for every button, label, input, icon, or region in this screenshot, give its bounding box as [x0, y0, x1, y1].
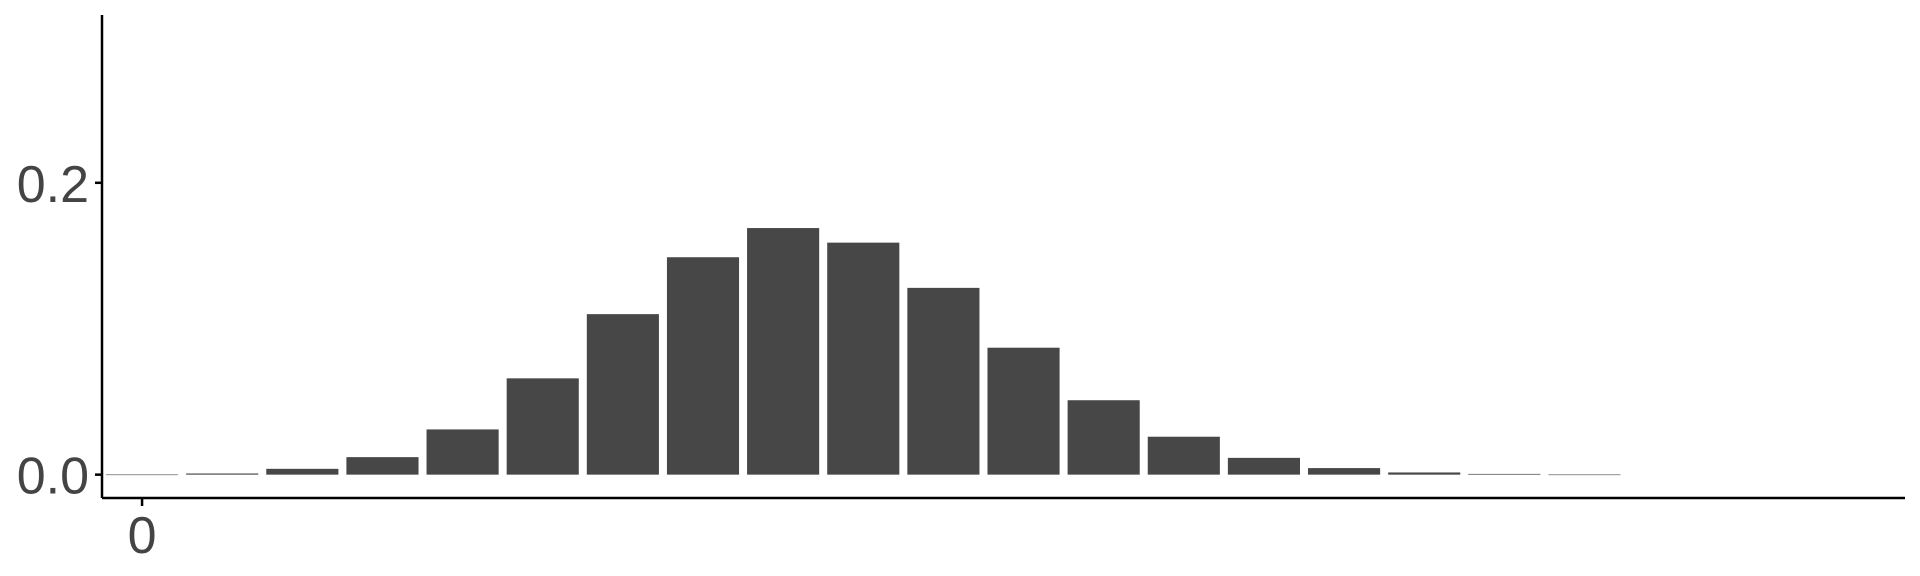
bar-4 — [426, 429, 499, 475]
bar-16 — [1388, 472, 1461, 475]
y-axis-ticks: 0.0 0.2 — [17, 156, 102, 506]
bar-6 — [586, 314, 659, 475]
bar-17 — [1468, 473, 1541, 475]
bar-15 — [1308, 468, 1381, 475]
bar-0 — [106, 474, 179, 476]
bar-18 — [1548, 474, 1621, 476]
y-tick-label: 0.0 — [17, 448, 89, 506]
bar-12 — [1067, 400, 1140, 475]
bar-8 — [747, 228, 820, 475]
bar-5 — [506, 378, 579, 475]
bar-14 — [1227, 457, 1300, 475]
y-tick-label: 0.2 — [17, 156, 89, 214]
bar-13 — [1147, 436, 1220, 475]
bar-1 — [186, 473, 259, 475]
bar-10 — [907, 287, 980, 475]
x-axis-ticks: 0 — [128, 498, 157, 565]
bar-9 — [827, 242, 900, 475]
bar-11 — [987, 347, 1060, 475]
bars-group — [106, 228, 1621, 476]
x-tick-label: 0 — [128, 507, 157, 565]
bar-7 — [666, 257, 740, 475]
bar-2 — [266, 468, 339, 475]
bar-3 — [346, 457, 419, 475]
